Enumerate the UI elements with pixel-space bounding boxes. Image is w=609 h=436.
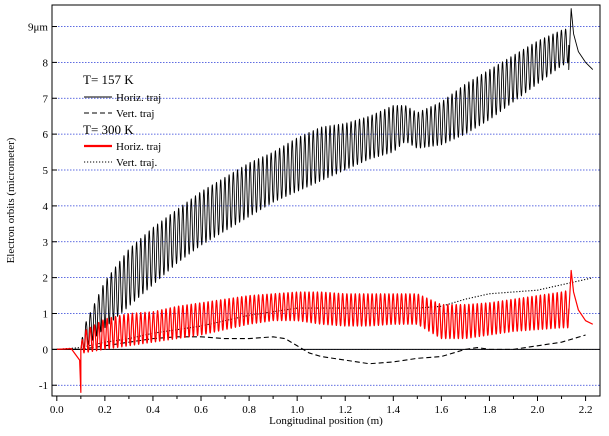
x-axis-label: Longitudinal position (m): [269, 415, 383, 427]
x-tick-label: 0.8: [242, 404, 256, 416]
series-line: [56, 334, 586, 365]
x-axis-ticks: 0.0 0.2 0.4 0.6 0.8 1.0 1.2 1.4 1.6 1.8 2.0 2.2: [50, 396, 593, 416]
legend-entry-label: Vert. traj.: [116, 157, 157, 169]
x-tick-label: 0.6: [194, 404, 208, 416]
legend-entry-label: Horiz. traj: [116, 141, 161, 153]
legend: T= 157 K Horiz. traj Vert. traj T= 300 K Hor…: [83, 72, 161, 169]
y-tick-label: 9μm: [28, 22, 48, 34]
y-tick-label: 0: [43, 344, 49, 356]
series-line: [56, 269, 594, 394]
y-tick-label: 1: [43, 308, 49, 320]
x-tick-label: 0.4: [146, 404, 160, 416]
legend-group-title: T= 300 K: [83, 122, 134, 137]
x-tick-label: 0.0: [50, 404, 64, 416]
x-tick-label: 2.2: [579, 404, 593, 416]
y-tick-label: 4: [43, 201, 49, 213]
x-tick-label: 1.8: [483, 404, 497, 416]
y-tick-label: 5: [43, 165, 49, 177]
legend-group-title: T= 157 K: [83, 72, 134, 87]
series-layer: [56, 8, 594, 394]
y-tick-label: 8: [43, 57, 49, 69]
x-tick-label: 1.4: [386, 404, 400, 416]
series-line: [56, 8, 594, 350]
y-axis-label: Electron orbits (micrometer): [5, 137, 17, 263]
y-tick-label: -1: [39, 380, 48, 392]
x-tick-label: 1.0: [290, 404, 304, 416]
legend-entry-label: Horiz. traj: [116, 92, 161, 104]
plot-frame: [51, 4, 601, 397]
x-tick-label: 0.2: [98, 404, 112, 416]
y-tick-label: 6: [43, 129, 49, 141]
y-tick-label: 3: [43, 237, 49, 249]
y-tick-label: 2: [43, 273, 49, 285]
x-tick-label: 1.2: [338, 404, 352, 416]
x-tick-label: 2.0: [531, 404, 545, 416]
y-tick-label: 7: [43, 93, 49, 105]
legend-entry-label: Vert. traj: [116, 108, 154, 120]
y-axis-ticks: -1 0 1 2 3 4 5 6 7 8 9μm: [28, 22, 57, 392]
x-tick-label: 1.6: [434, 404, 448, 416]
